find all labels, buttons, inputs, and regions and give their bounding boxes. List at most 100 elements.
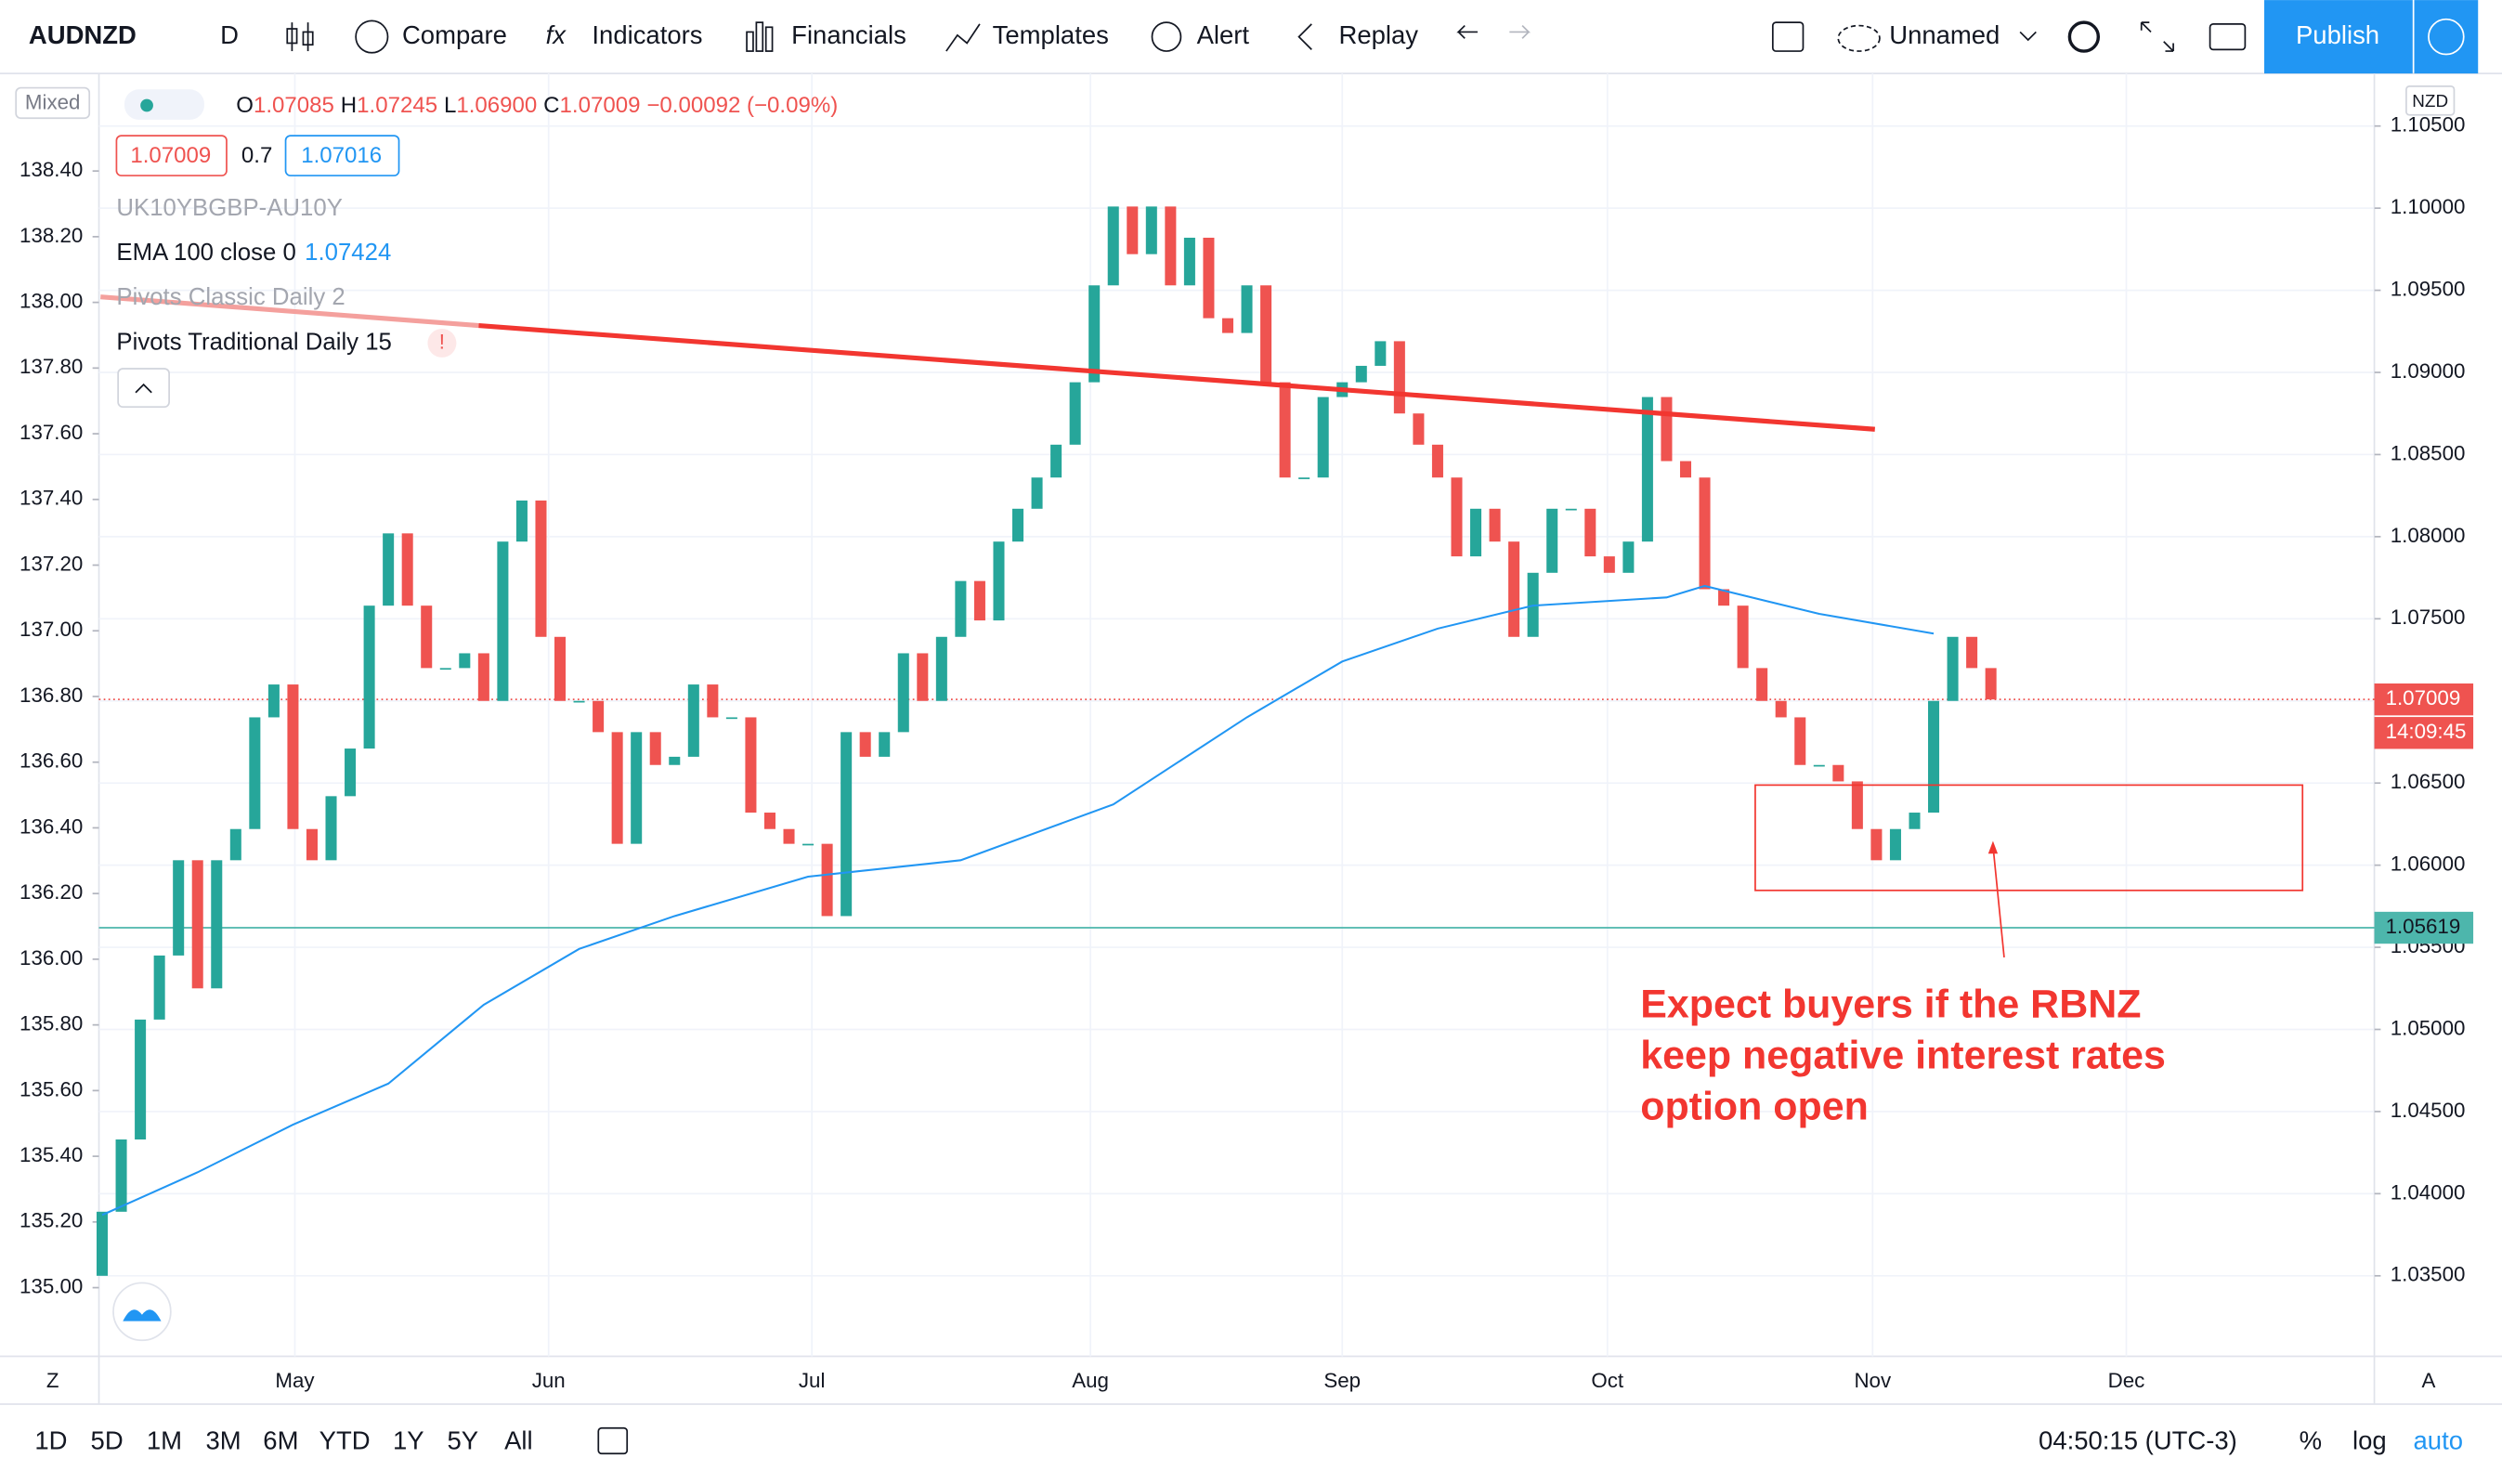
- range-button[interactable]: 1M: [147, 1426, 182, 1455]
- grid: 1.10500 1.10000 1.09500 1.09000 1.08500 1.080…: [20, 73, 2465, 1392]
- candle-body: [554, 636, 567, 701]
- range-button[interactable]: 6M: [263, 1426, 298, 1455]
- replay[interactable]: Replay: [1338, 20, 1418, 49]
- fullscreen[interactable]: [2140, 21, 2174, 52]
- compare[interactable]: Compare: [402, 20, 507, 49]
- financials-icon[interactable]: [746, 21, 774, 52]
- candle-body: [687, 684, 699, 757]
- warning-icon[interactable]: [427, 329, 457, 358]
- publish-label[interactable]: Publish: [2296, 20, 2379, 49]
- candle-body: [1603, 556, 1615, 573]
- range-button[interactable]: 3M: [205, 1426, 241, 1455]
- corner-right[interactable]: A: [2422, 1369, 2436, 1392]
- ask-box[interactable]: [284, 135, 400, 176]
- candle-body: [191, 860, 203, 989]
- trendline-faded: [100, 294, 479, 329]
- snapshot[interactable]: [2209, 22, 2247, 51]
- y2-tick-label: 135.80: [20, 1012, 83, 1035]
- range-button[interactable]: All: [504, 1426, 533, 1455]
- annotation-line[interactable]: option open: [1640, 1085, 1869, 1129]
- layout-icon[interactable]: [1771, 21, 1805, 52]
- range-button[interactable]: YTD: [319, 1426, 371, 1455]
- date-range-icon[interactable]: [597, 1426, 629, 1455]
- financials[interactable]: Financials: [791, 20, 906, 49]
- candle-body: [725, 717, 737, 720]
- candle-body: [249, 717, 261, 829]
- study-label[interactable]: Pivots Traditional Daily 15: [116, 329, 391, 355]
- y-tick-label: 1.06000: [2391, 853, 2466, 876]
- y2-tick-label: 136.60: [20, 749, 83, 773]
- corner-left[interactable]: Z: [46, 1369, 59, 1392]
- indicators-icon[interactable]: fx: [546, 20, 567, 49]
- auto-toggle[interactable]: auto: [2414, 1426, 2463, 1455]
- x-tick-label: Sep: [1323, 1369, 1361, 1392]
- bid-box[interactable]: [115, 135, 228, 176]
- study-label[interactable]: UK10YBGBP-AU10Y: [116, 195, 342, 221]
- bars-icon[interactable]: [286, 22, 314, 52]
- settings[interactable]: [2067, 20, 2101, 53]
- candle-body: [345, 749, 357, 797]
- currency-box[interactable]: [2405, 85, 2456, 116]
- candle-body: [1470, 508, 1482, 557]
- candle-body: [1165, 206, 1177, 286]
- support-tag: [2374, 911, 2474, 944]
- annotation-line[interactable]: Expect buyers if the RBNZ: [1640, 983, 2141, 1027]
- redo[interactable]: [1509, 24, 1531, 39]
- candle-body: [229, 828, 241, 861]
- clock: 04:50:15 (UTC-3): [2039, 1426, 2237, 1455]
- legend: Mixed O1.07085 H1.07245 L1.06900 C1.07009 −0…: [15, 86, 838, 1342]
- interval[interactable]: D: [220, 20, 239, 49]
- bid[interactable]: 1.07009: [130, 143, 211, 168]
- alert[interactable]: Alert: [1197, 20, 1250, 49]
- range-button[interactable]: 5D: [91, 1426, 124, 1455]
- y-tick-label: 1.04500: [2391, 1099, 2466, 1122]
- x-tick-label: Jun: [532, 1369, 566, 1392]
- undo[interactable]: [1456, 24, 1478, 39]
- scale-mode[interactable]: Mixed: [25, 91, 81, 114]
- candle-body: [97, 1211, 109, 1276]
- arrow[interactable]: [1992, 845, 2005, 958]
- zone-rectangle[interactable]: [1754, 784, 2304, 892]
- symbol[interactable]: AUDNZD: [29, 20, 137, 49]
- collapse-button[interactable]: [117, 368, 170, 409]
- support-label: 1.05619: [2386, 915, 2461, 938]
- tv-logo[interactable]: [112, 1282, 172, 1342]
- study-label[interactable]: Pivots Classic Daily 2: [116, 284, 345, 310]
- annotation[interactable]: Expect buyers if the RBNZ keep negative i…: [1640, 983, 2166, 1129]
- publish-button[interactable]: [2264, 0, 2413, 74]
- candle-body: [1909, 813, 1921, 829]
- candle-body: [1031, 477, 1043, 509]
- templates[interactable]: Templates: [993, 20, 1109, 49]
- ask[interactable]: 1.07016: [301, 143, 382, 168]
- cloud-icon[interactable]: [1837, 24, 1881, 52]
- trendline[interactable]: [478, 323, 1875, 432]
- scale-mode-box[interactable]: [15, 86, 91, 120]
- y-tick-label: 1.08000: [2391, 524, 2466, 547]
- layout-dropdown[interactable]: [2019, 31, 2037, 42]
- range-button[interactable]: 5Y: [447, 1426, 478, 1455]
- legend-toggle[interactable]: [124, 89, 204, 120]
- range-button[interactable]: 1D: [34, 1426, 67, 1455]
- candle-body: [1775, 700, 1787, 718]
- replay-icon[interactable]: [1297, 23, 1312, 50]
- range-button[interactable]: 1Y: [393, 1426, 424, 1455]
- templates-icon[interactable]: [945, 23, 981, 52]
- o-label: O: [236, 94, 254, 119]
- layout-name[interactable]: Unnamed: [1889, 20, 2000, 49]
- candle-body: [1756, 668, 1768, 701]
- last-price-label: 1.07009: [2386, 686, 2461, 709]
- study-label[interactable]: EMA 100 close 0: [116, 240, 295, 266]
- percent-toggle[interactable]: %: [2300, 1426, 2322, 1455]
- status-dot: [140, 98, 153, 112]
- log-toggle[interactable]: log: [2352, 1426, 2387, 1455]
- play-button[interactable]: [2414, 0, 2479, 74]
- h-label: H: [341, 94, 357, 119]
- candle-body: [306, 828, 318, 861]
- indicators[interactable]: Indicators: [592, 20, 702, 49]
- alert-icon[interactable]: [1151, 21, 1182, 52]
- play-icon[interactable]: [2428, 18, 2465, 56]
- annotation-line[interactable]: keep negative interest rates: [1640, 1034, 2166, 1078]
- candle-body: [383, 533, 395, 606]
- compare-icon[interactable]: [355, 20, 389, 54]
